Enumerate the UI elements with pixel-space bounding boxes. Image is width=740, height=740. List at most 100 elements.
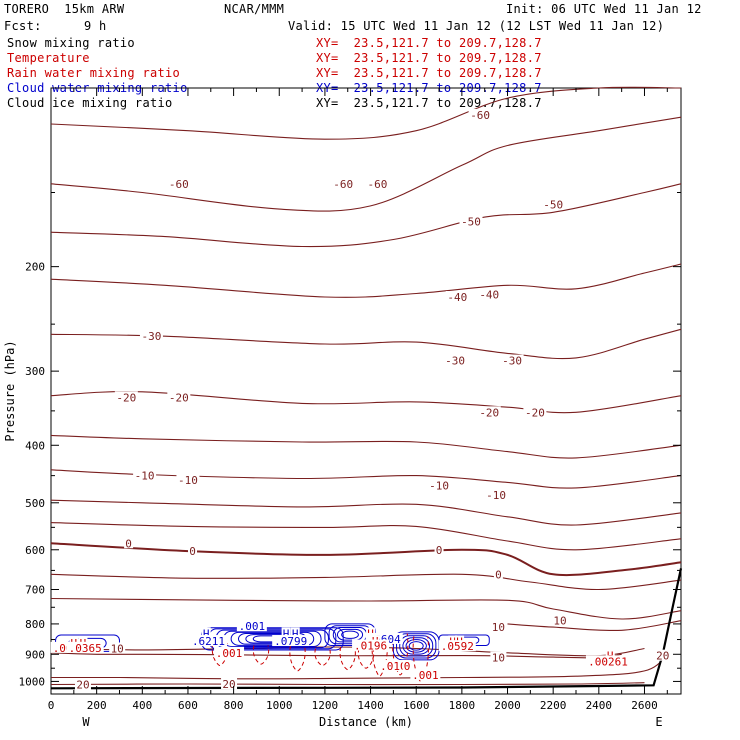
contour-label: -10 xyxy=(486,489,506,502)
isotherm-line xyxy=(50,597,682,620)
contour-label: 10 xyxy=(111,642,124,655)
contour-label: .00261 xyxy=(588,655,628,668)
label-backdrop xyxy=(459,215,483,227)
label-backdrop xyxy=(221,677,238,689)
model-label: TORERO 15km ARW xyxy=(4,2,125,16)
contour-label: -30 xyxy=(445,355,465,368)
contour-label: -60 xyxy=(470,109,490,122)
isotherm-line xyxy=(50,86,682,140)
y-tick-label: 400 xyxy=(25,439,45,452)
west-label: W xyxy=(82,715,90,729)
field-xy-range: XY= 23.5,121.7 to 209.7,128.7 xyxy=(316,96,542,110)
label-backdrop xyxy=(114,391,138,403)
contour-label: 0 xyxy=(404,660,411,673)
contour-label: -50 xyxy=(461,216,481,229)
contour-label: -60 xyxy=(333,178,353,191)
isotherm-line xyxy=(50,652,622,659)
label-backdrop xyxy=(290,627,300,639)
isotherm-line xyxy=(50,542,682,577)
y-tick-label: 700 xyxy=(25,584,45,597)
contour-label: .001 xyxy=(239,620,266,633)
label-backdrop xyxy=(402,660,412,672)
contour-label: -20 xyxy=(169,391,189,404)
label-backdrop xyxy=(74,678,91,690)
contour-label: 20 xyxy=(222,678,235,691)
x-tick-label: 400 xyxy=(132,699,152,712)
contour-label: H xyxy=(292,627,299,640)
label-backdrop xyxy=(190,635,227,647)
contour-label: .010 xyxy=(380,660,407,673)
cloud-water-contour xyxy=(405,639,427,653)
label-backdrop xyxy=(366,627,376,639)
cloud-water-contour xyxy=(399,635,434,657)
isotherm-line xyxy=(50,682,645,686)
contour-label: H xyxy=(203,627,210,640)
x-tick-label: 2200 xyxy=(540,699,567,712)
label-backdrop xyxy=(272,635,310,647)
field-name: Temperature xyxy=(7,51,90,65)
label-backdrop xyxy=(434,543,444,555)
fcst-label: Fcst: xyxy=(4,19,42,33)
rain-water-contour xyxy=(314,648,331,667)
label-backdrop xyxy=(552,614,569,626)
cloud-water-contour xyxy=(336,628,364,641)
label-backdrop xyxy=(176,474,200,486)
x-tick-label: 2400 xyxy=(586,699,613,712)
label-backdrop xyxy=(490,651,507,663)
isotherm-line xyxy=(507,620,682,632)
contour-label: -40 xyxy=(479,289,499,302)
x-tick-label: 2000 xyxy=(494,699,521,712)
y-tick-label: 300 xyxy=(25,365,45,378)
plot-frame xyxy=(50,87,682,695)
label-backdrop xyxy=(585,655,630,667)
isotherm-line xyxy=(50,183,682,248)
label-backdrop xyxy=(490,621,507,633)
x-tick-label: 800 xyxy=(224,699,244,712)
terrain-line xyxy=(50,568,683,690)
x-tick-label: 200 xyxy=(87,699,107,712)
label-backdrop xyxy=(443,354,467,366)
x-tick-label: 1600 xyxy=(403,699,430,712)
label-backdrop xyxy=(410,668,441,680)
contour-label: 20 xyxy=(656,650,669,663)
contour-label: -10 xyxy=(178,474,198,487)
label-backdrop xyxy=(109,642,126,654)
x-tick-label: 1200 xyxy=(312,699,339,712)
label-backdrop xyxy=(477,288,501,300)
label-backdrop xyxy=(378,660,409,672)
y-tick-label: 1000 xyxy=(19,675,46,688)
contour-label: 10 xyxy=(492,621,505,634)
contour-label: 20 xyxy=(76,679,89,692)
label-backdrop xyxy=(352,639,390,651)
contour-label: 10 xyxy=(553,615,566,628)
fcst-value: 9 h xyxy=(84,19,107,33)
cloud-water-contour xyxy=(402,637,431,655)
contour-label: -20 xyxy=(116,391,136,404)
isotherm-line xyxy=(50,116,682,212)
label-backdrop xyxy=(427,479,451,491)
cloud-water-contour xyxy=(408,641,424,651)
rain-water-contour xyxy=(392,633,409,676)
label-backdrop xyxy=(468,108,492,120)
rain-water-contour xyxy=(339,646,356,671)
contour-label: H xyxy=(283,627,290,640)
label-backdrop xyxy=(477,406,501,418)
contour-label: -30 xyxy=(502,355,522,368)
y-tick-label: 200 xyxy=(25,261,45,274)
x-tick-label: 1800 xyxy=(449,699,476,712)
center-label: NCAR/MMM xyxy=(224,2,285,16)
isotherm-line xyxy=(50,573,682,591)
rain-water-contour xyxy=(371,636,388,677)
label-backdrop xyxy=(201,627,211,639)
isotherm-line xyxy=(50,263,682,298)
y-tick-label: 900 xyxy=(25,648,45,661)
contour-label: -10 xyxy=(429,480,449,493)
rain-water-contour xyxy=(412,636,429,682)
contour-label: .0365 xyxy=(69,642,102,655)
x-tick-label: 2600 xyxy=(631,699,658,712)
contour-label: -20 xyxy=(525,406,545,419)
label-backdrop xyxy=(438,640,476,652)
field-name: Snow mixing ratio xyxy=(7,36,135,50)
contour-label: .001 xyxy=(216,647,243,660)
y-tick-label: 600 xyxy=(25,544,45,557)
